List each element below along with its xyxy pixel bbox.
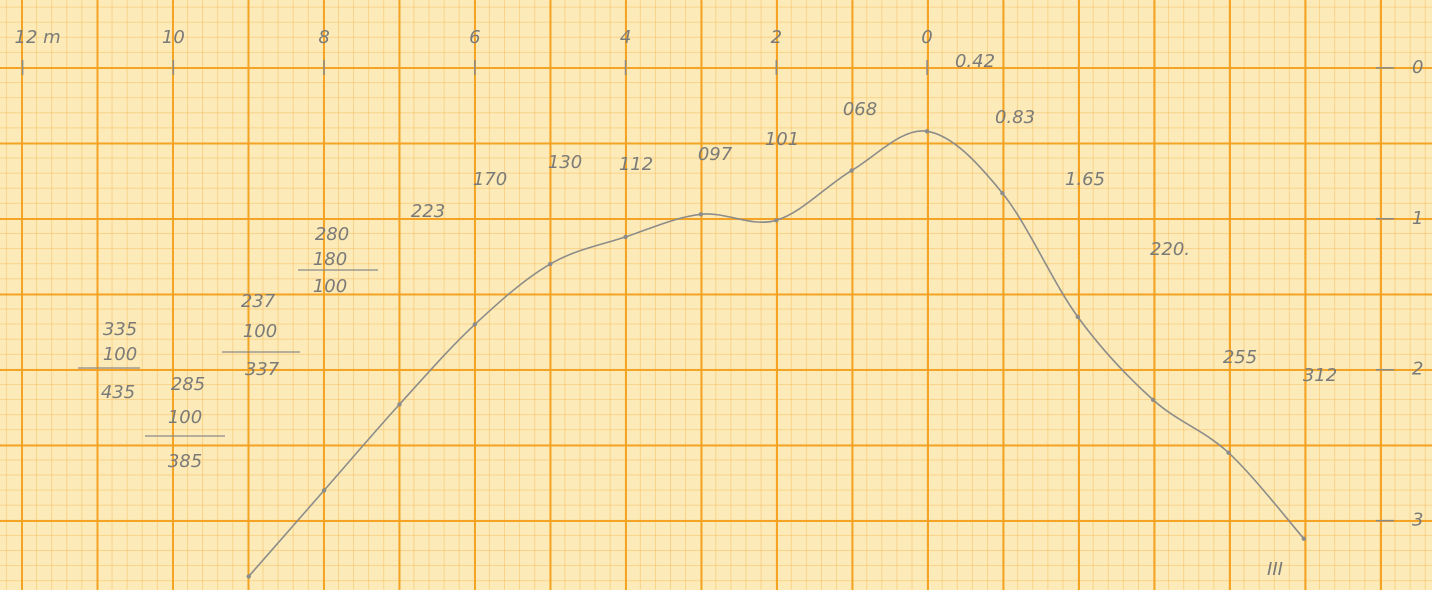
annotation: 385: [168, 451, 202, 472]
value-label: 0.42: [955, 51, 995, 72]
value-label: 1.65: [1065, 169, 1105, 190]
annotation: 237: [241, 291, 276, 312]
point: [547, 261, 553, 267]
annotation: 180: [313, 249, 347, 270]
value-label: 130: [548, 152, 582, 173]
point: [1000, 190, 1005, 196]
annotation: III: [1267, 559, 1283, 580]
point: [849, 168, 854, 173]
point: [397, 402, 402, 407]
point: [1150, 397, 1156, 403]
profile-line: [248, 130, 1305, 577]
point: [1075, 314, 1080, 320]
x-tick-label: 2: [771, 27, 782, 48]
y-tick-label: 1: [1412, 208, 1423, 229]
value-label: 312: [1303, 365, 1337, 386]
value-label: 097: [698, 144, 733, 165]
annotation: 435: [101, 382, 135, 403]
point: [246, 574, 251, 579]
value-label: 170: [473, 169, 507, 190]
x-tick-label: 6: [469, 27, 480, 48]
value-label: 112: [619, 154, 653, 175]
x-tick-label: 10: [162, 27, 185, 48]
point: [698, 212, 704, 217]
x-tick-label: 0: [921, 27, 932, 48]
annotation: 335: [103, 319, 137, 340]
point: [472, 322, 478, 327]
annotation: 100: [313, 276, 347, 297]
annotation: 285: [171, 374, 205, 395]
x-tick-label: 8: [318, 27, 329, 48]
x-tick-label: 4: [620, 27, 631, 48]
y-tick-label: 2: [1412, 359, 1423, 380]
value-label: 255: [1223, 347, 1257, 368]
point: [1301, 536, 1307, 541]
annotation: 100: [103, 344, 137, 365]
value-label: 223: [411, 201, 445, 222]
value-label: 220.: [1150, 239, 1190, 260]
point: [1226, 450, 1231, 455]
value-label: 101: [765, 129, 799, 150]
value-label: 068: [843, 99, 877, 120]
point: [924, 129, 930, 134]
value-label: 0.83: [995, 107, 1035, 128]
y-tick-label: 0: [1412, 57, 1423, 78]
y-tick-label: 3: [1412, 510, 1423, 531]
annotation: 100: [243, 321, 277, 342]
value-label: 280: [315, 224, 349, 245]
value-label: 337: [245, 359, 280, 380]
point: [623, 234, 628, 240]
x-tick-label: 12 m: [15, 27, 61, 48]
point: [321, 488, 327, 493]
annotation: 100: [168, 407, 202, 428]
point: [774, 218, 779, 223]
